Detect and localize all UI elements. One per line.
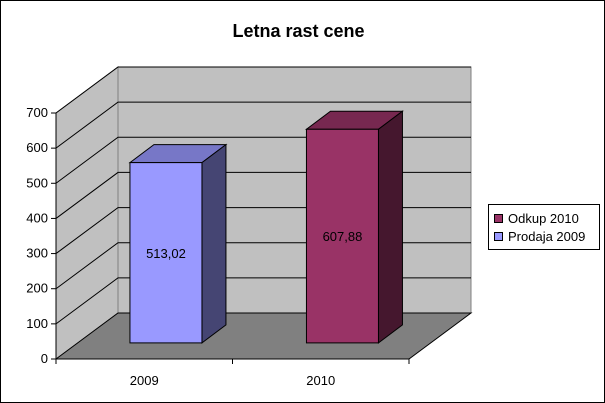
chart-bars bbox=[128, 110, 404, 344]
y-tick-label: 700 bbox=[26, 105, 48, 120]
chart-labels: 0 100 200 300 400 500 600 700 2009 2010 513,02 607,… bbox=[26, 105, 362, 388]
y-tick-label: 200 bbox=[26, 281, 48, 296]
bar-front-face bbox=[129, 162, 203, 344]
y-tick-label: 100 bbox=[26, 316, 48, 331]
legend-label-odkup-2010: Odkup 2010 bbox=[508, 210, 579, 226]
side-wall bbox=[55, 66, 119, 360]
y-tick-label: 400 bbox=[26, 210, 48, 225]
x-tick-label: 2009 bbox=[130, 373, 159, 388]
legend-item-odkup-2010: Odkup 2010 bbox=[494, 209, 599, 227]
chart-title: Letna rast cene bbox=[232, 21, 365, 41]
bar-2009 bbox=[128, 143, 228, 344]
chart-legend: Odkup 2010 Prodaja 2009 bbox=[488, 204, 600, 250]
y-tick-label: 600 bbox=[26, 140, 48, 155]
legend-swatch-odkup-2010 bbox=[494, 213, 503, 223]
gridline bbox=[55, 66, 471, 114]
y-tick-label: 0 bbox=[41, 351, 48, 366]
floor bbox=[54, 312, 473, 360]
legend-item-prodaja-2009: Prodaja 2009 bbox=[494, 227, 599, 245]
gridline bbox=[55, 101, 471, 149]
legend-swatch-prodaja-2009 bbox=[494, 231, 503, 241]
y-tick-label: 500 bbox=[26, 175, 48, 190]
bar-side-face bbox=[377, 110, 403, 344]
x-tick-label: 2010 bbox=[306, 373, 335, 388]
data-label: 513,02 bbox=[146, 246, 186, 261]
legend-label-prodaja-2009: Prodaja 2009 bbox=[508, 228, 586, 244]
bar-front-face bbox=[305, 128, 379, 344]
bar-2010 bbox=[304, 110, 404, 344]
data-label: 607,88 bbox=[323, 229, 363, 244]
bar-side-face bbox=[201, 143, 227, 344]
y-tick-label: 300 bbox=[26, 246, 48, 261]
chart-axes bbox=[51, 112, 410, 364]
chart-walls bbox=[54, 66, 473, 360]
